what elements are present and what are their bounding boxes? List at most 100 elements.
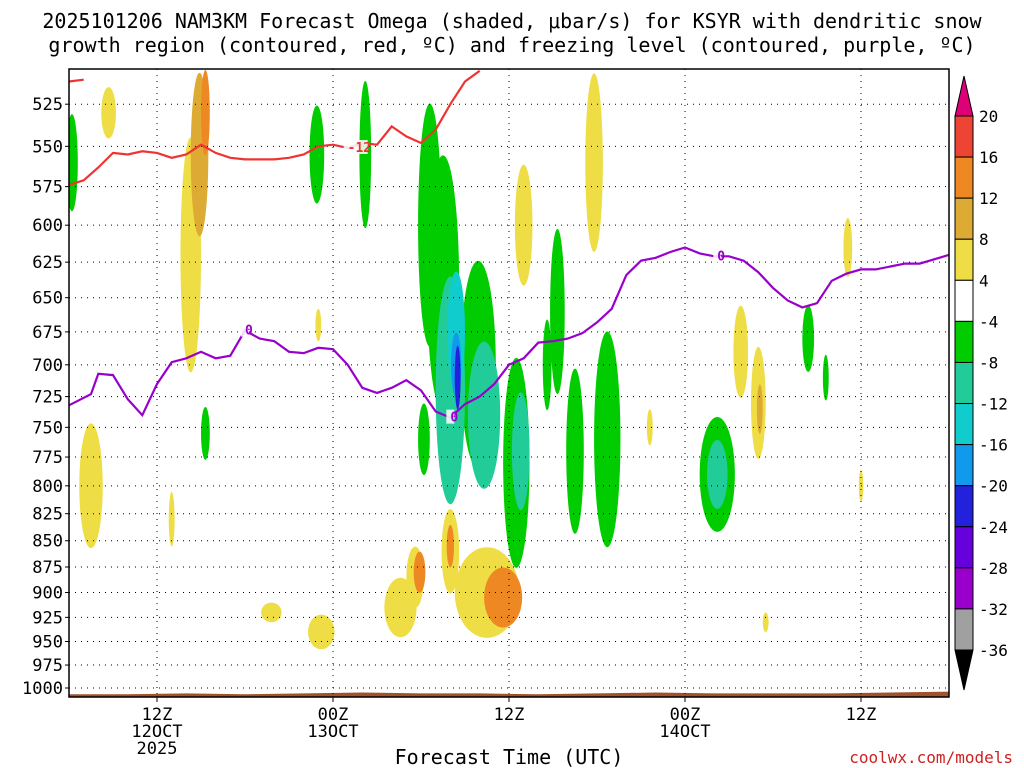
y-tick-label: 675 xyxy=(32,323,63,343)
svg-text:-12: -12 xyxy=(348,141,371,156)
colorbar-label: -20 xyxy=(979,477,1008,496)
omega-region xyxy=(168,491,175,547)
omega-region xyxy=(309,105,325,204)
y-tick-label: 700 xyxy=(32,356,63,376)
freezing-level-contour xyxy=(69,246,949,419)
x-tick-label: 13OCT xyxy=(307,722,358,742)
omega-region xyxy=(308,614,335,650)
contour-label: 0 xyxy=(713,248,725,264)
colorbar-label: -12 xyxy=(979,395,1008,414)
ground-fill xyxy=(69,691,949,697)
y-tick-label: 750 xyxy=(32,418,63,438)
colorbar-swatch xyxy=(954,444,974,487)
y-tick-label: 975 xyxy=(32,656,63,676)
colorbar-arrow-top xyxy=(954,75,974,117)
x-tick-label: 00Z xyxy=(670,705,701,725)
omega-region xyxy=(201,70,210,156)
chart-title-line1: 2025101206 NAM3KM Forecast Omega (shaded… xyxy=(42,9,982,33)
omega-region xyxy=(201,406,210,460)
x-tick-label: 12Z xyxy=(846,705,877,725)
omega-region xyxy=(69,114,78,212)
omega-region xyxy=(514,164,533,286)
omega-region xyxy=(315,308,322,342)
svg-text:0: 0 xyxy=(450,411,458,426)
y-tick-label: 900 xyxy=(32,584,63,604)
omega-region xyxy=(733,305,749,398)
dgz-minus12-contour xyxy=(69,69,481,187)
y-tick-label: 525 xyxy=(32,95,63,115)
colorbar-swatch xyxy=(954,608,974,651)
svg-text:0: 0 xyxy=(717,249,725,264)
omega-region xyxy=(843,218,853,278)
omega-region xyxy=(511,392,530,511)
y-tick-label: 850 xyxy=(32,532,63,552)
omega-region xyxy=(762,612,769,632)
colorbar-swatch xyxy=(954,485,974,528)
omega-region xyxy=(454,345,461,410)
colorbar-label: -28 xyxy=(979,559,1008,578)
colorbar-swatch xyxy=(954,361,974,405)
x-tick-label: 2025 xyxy=(137,739,178,759)
y-tick-label: 825 xyxy=(32,505,63,525)
x-tick-label: 14OCT xyxy=(659,722,710,742)
y-tick-label: 575 xyxy=(32,178,63,198)
omega-region xyxy=(550,228,565,395)
contour-label: -12 xyxy=(343,139,371,156)
colorbar-label: 20 xyxy=(979,107,998,126)
x-tick-label: 00Z xyxy=(318,705,349,725)
ground-terrain xyxy=(69,691,949,697)
colorbar-swatch xyxy=(954,567,974,610)
omega-region xyxy=(467,341,501,489)
site-credit: coolwx.com/models xyxy=(849,748,1013,767)
y-tick-label: 625 xyxy=(32,253,63,273)
y-tick-label: 800 xyxy=(32,477,63,497)
colorbar: 20 16 12 8 4 -4 -8 -12 -16 -20 -24 -28 -32 -36 xyxy=(954,75,1008,691)
colorbar-label: -4 xyxy=(979,312,998,331)
colorbar-swatch xyxy=(954,156,974,199)
y-tick-label: 1000 xyxy=(22,679,63,699)
omega-region xyxy=(566,368,584,534)
omega-region xyxy=(418,403,430,476)
colorbar-label: 16 xyxy=(979,148,998,167)
contour-label: 0 xyxy=(241,322,253,339)
colorbar-swatch xyxy=(954,403,974,446)
x-tick-label: 12OCT xyxy=(131,722,182,742)
colorbar-label: -36 xyxy=(979,641,1008,660)
y-tick-label: 550 xyxy=(32,137,63,157)
colorbar-swatch xyxy=(954,320,974,363)
svg-text:0: 0 xyxy=(245,324,253,339)
omega-region xyxy=(756,384,763,434)
colorbar-label: 8 xyxy=(979,230,989,249)
omega-region xyxy=(413,551,426,593)
omega-region xyxy=(79,423,103,549)
omega-region xyxy=(101,87,116,139)
colorbar-swatch xyxy=(954,197,974,240)
omega-region xyxy=(542,319,552,411)
x-tick-label: 12Z xyxy=(494,705,525,725)
colorbar-label: 12 xyxy=(979,189,998,208)
omega-region xyxy=(646,409,653,446)
colorbar-label: -8 xyxy=(979,353,998,372)
colorbar-swatch xyxy=(954,526,974,569)
omega-region xyxy=(484,567,523,628)
y-axis-ticks: 525 550 575 600 625 650 675 700 725 750 775 800 825 8… xyxy=(22,95,69,699)
colorbar-swatch xyxy=(954,115,974,158)
colorbar-label: -32 xyxy=(979,600,1008,619)
y-tick-label: 775 xyxy=(32,448,63,468)
colorbar-label: -24 xyxy=(979,518,1008,537)
y-tick-label: 925 xyxy=(32,608,63,628)
colorbar-label: 4 xyxy=(979,271,989,290)
colorbar-label: -16 xyxy=(979,436,1008,455)
x-tick-label: 12Z xyxy=(142,705,173,725)
omega-region xyxy=(446,524,455,568)
omega-region xyxy=(359,80,372,229)
colorbar-arrow-bottom xyxy=(954,649,974,691)
colorbar-swatch xyxy=(954,279,974,322)
omega-region xyxy=(585,73,603,252)
contours: 0 0 0 -12 xyxy=(69,69,949,426)
colorbar-swatch xyxy=(954,238,974,281)
omega-region xyxy=(594,331,621,548)
dgz-minus12-contour-top xyxy=(69,78,84,83)
